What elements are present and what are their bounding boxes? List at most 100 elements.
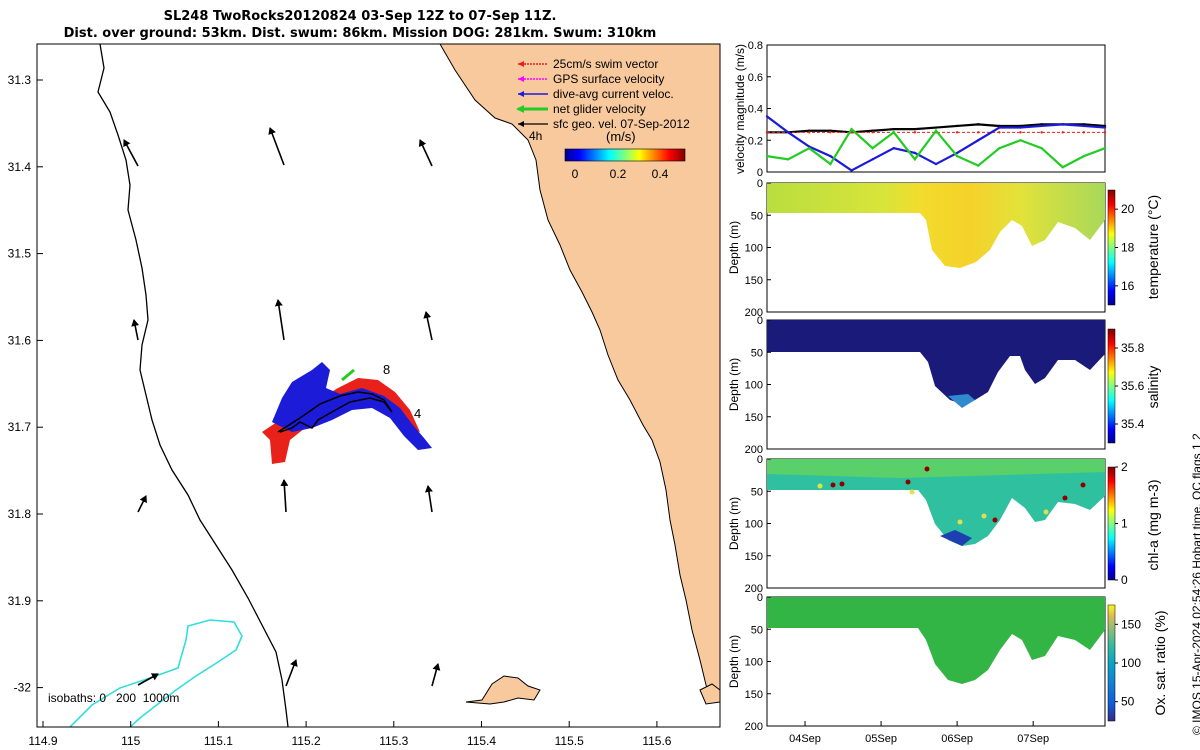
depth-ylabel: Depth (m): [727, 635, 741, 688]
velocity-data-point: [1019, 131, 1022, 134]
velocity-data-point: [871, 129, 874, 132]
velocity-data-point: [977, 131, 980, 134]
map-y-tick-label: 31.8: [8, 507, 32, 521]
map-x-tick-label: 115.2: [292, 734, 321, 748]
temperature-panel: Depth (m) 0 50 100 150 200: [727, 178, 1106, 319]
velocity-series-line: [766, 115, 1106, 172]
map-x-tick-label: 115.5: [555, 734, 584, 748]
depth-y-tick-label: 100: [745, 657, 763, 669]
map-x-tick-label: 115: [121, 734, 140, 748]
velocity-data-point: [1082, 123, 1086, 126]
oxygen-cb-label: Ox. sat. ratio (%): [1152, 610, 1168, 715]
velocity-data-point: [871, 158, 874, 161]
velocity-data-point: [913, 131, 917, 134]
depth-y-tick-label: 0: [757, 315, 763, 327]
svg-text:25cm/s swim vector: 25cm/s swim vector: [553, 57, 658, 71]
depth-y-tick-label: 200: [745, 721, 763, 733]
velocity-data-point: [765, 154, 769, 158]
colorbar-tick-label: 16: [1121, 279, 1135, 293]
velocity-data-point: [934, 131, 938, 134]
velocity-data-point: [1019, 139, 1022, 142]
map-y-axis: 31.3 31.4 31.5 31.6 31.7 31.8 31.9 -32: [8, 73, 43, 695]
velocity-data-point: [808, 146, 811, 150]
velocity-data-point: [1061, 123, 1064, 126]
colorbar-tick-label: 18: [1121, 241, 1135, 255]
velocity-data-point: [829, 162, 832, 166]
depth-y-tick-label: 150: [745, 275, 763, 287]
map-y-tick-label: 31.4: [8, 160, 32, 174]
velocity-data-point: [1103, 131, 1107, 134]
title-line-1: SL248 TwoRocks20120824 03-Sep 12Z to 07-…: [163, 9, 557, 24]
velocity-data-point: [1061, 166, 1064, 169]
velocity-data-point: [934, 126, 938, 129]
speed-colorbar-tick-2: 0.4: [652, 167, 669, 181]
velocity-series-line: [766, 127, 1106, 169]
depth-y-tick-label: 150: [745, 551, 763, 563]
copyright-note: © IMOS 15-Apr-2024 02:54:26 Hobart time.…: [1190, 433, 1200, 735]
salinity-field: [767, 320, 1105, 404]
colorbar-tick-label: 1: [1121, 517, 1128, 531]
depth-ylabel: Depth (m): [727, 497, 741, 550]
colorbar-tick-label: 100: [1121, 656, 1141, 670]
velocity-data-point: [977, 164, 980, 167]
velocity-data-point: [850, 127, 853, 131]
velocity-series-line: [767, 123, 1106, 134]
map-y-tick-label: 31.6: [8, 333, 32, 347]
svg-text:sfc geo. vel. 07-Sep-2012: sfc geo. vel. 07-Sep-2012: [553, 117, 690, 131]
velocity-data-point: [1103, 124, 1107, 128]
svg-text:GPS surface velocity: GPS surface velocity: [553, 72, 664, 86]
velocity-data-point: [765, 115, 769, 118]
velocity-panel: 0 0.2 0.4 0.6 0.8 velocity magnitude (m/s): [733, 40, 1107, 179]
colorbar-tick-label: 50: [1121, 695, 1135, 709]
velocity-y-tick-label: 0: [757, 167, 763, 179]
colorbar-temperature: 16 18 20 temperature (°C): [1107, 189, 1161, 306]
velocity-data-point: [808, 129, 811, 132]
velocity-data-point: [765, 131, 769, 134]
map-legend: 25cm/s swim vector GPS surface velocity …: [516, 57, 690, 181]
glider-track-map: 8 4 114.9 115 115.1 115.2 115.3 115.4 115.5 115…: [8, 43, 721, 748]
velocity-data-point: [913, 158, 917, 161]
depth-y-tick-label: 50: [751, 624, 763, 636]
velocity-data-point: [892, 131, 895, 134]
legend-4h: 4h: [529, 129, 542, 143]
map-x-tick-label: 115.6: [642, 734, 671, 748]
velocity-data-point: [808, 145, 811, 148]
depth-y-tick-label: 100: [745, 380, 763, 392]
colorbar-salinity: 35.4 35.6 35.8 salinity: [1107, 328, 1161, 444]
velocity-data-point: [1082, 131, 1086, 134]
velocity-data-point: [998, 124, 1001, 128]
velocity-data-point: [955, 151, 959, 155]
map-y-tick-label: 31.3: [8, 73, 32, 87]
velocity-data-point: [955, 124, 959, 128]
velocity-data-point: [913, 127, 917, 131]
velocity-data-point: [829, 154, 832, 158]
velocity-data-point: [808, 131, 811, 134]
speed-colorbar-tick-1: 0.2: [610, 167, 627, 181]
velocity-data-point: [829, 131, 832, 134]
map-x-tick-label: 115.3: [379, 734, 408, 748]
depth-y-tick-label: 200: [745, 444, 763, 456]
map-y-tick-label: 31.7: [8, 420, 32, 434]
depth-ylabel: Depth (m): [727, 358, 741, 411]
map-y-tick-label: 31.5: [8, 247, 32, 261]
velocity-data-point: [977, 123, 980, 126]
time-x-tick-label: 04Sep: [789, 733, 821, 745]
velocity-data-point: [1061, 131, 1064, 134]
legend-item-net: net glider velocity: [516, 102, 646, 116]
velocity-data-point: [1040, 131, 1043, 134]
velocity-data-point: [1019, 124, 1022, 128]
colorbar-oxygen: 50 100 150 Ox. sat. ratio (%): [1107, 604, 1168, 722]
colorbar-tick-label: 150: [1121, 617, 1141, 631]
depth-y-tick-label: 0: [757, 178, 763, 190]
track-label-8: 8: [383, 362, 390, 377]
velocity-data-point: [998, 146, 1001, 150]
velocity-data-point: [1040, 146, 1043, 150]
velocity-data-point: [892, 146, 895, 150]
velocity-data-point: [786, 131, 790, 134]
velocity-data-point: [1103, 146, 1107, 150]
velocity-data-point: [998, 126, 1001, 129]
velocity-data-point: [1082, 154, 1086, 158]
depth-y-tick-label: 200: [745, 307, 763, 319]
depth-ylabel: Depth (m): [727, 221, 741, 274]
map-y-tick-label: -32: [14, 681, 32, 695]
